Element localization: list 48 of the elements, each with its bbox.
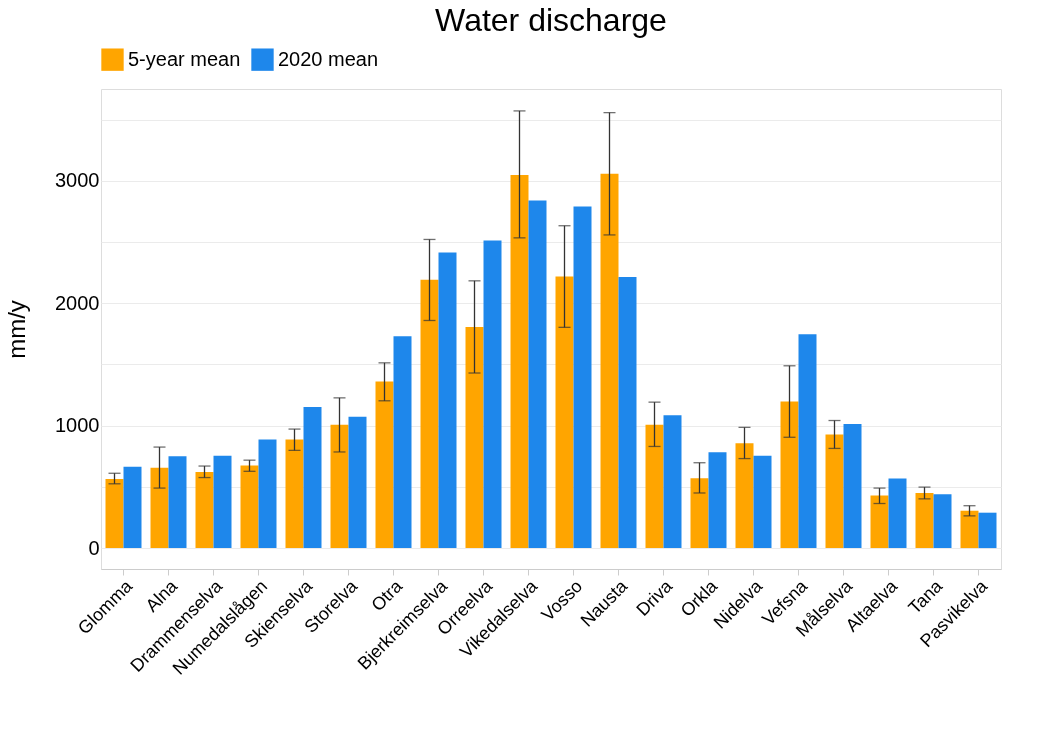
bar bbox=[645, 424, 664, 549]
bar bbox=[330, 424, 349, 549]
bar bbox=[375, 381, 394, 549]
bar bbox=[933, 494, 952, 549]
y-tick-label: 2000 bbox=[55, 291, 100, 314]
bar bbox=[708, 452, 727, 549]
y-tick-label: 0 bbox=[88, 536, 100, 559]
bar bbox=[420, 279, 439, 549]
bar bbox=[348, 416, 367, 549]
bar bbox=[393, 336, 412, 549]
bar bbox=[285, 439, 304, 549]
chart-title: Water discharge bbox=[435, 2, 667, 38]
bar bbox=[195, 472, 214, 549]
bar bbox=[888, 478, 907, 549]
bar bbox=[960, 510, 979, 549]
bar bbox=[123, 466, 142, 549]
bar bbox=[753, 455, 772, 549]
bar bbox=[600, 173, 619, 549]
bar bbox=[483, 240, 502, 549]
legend-label: 5-year mean bbox=[128, 47, 241, 70]
bar bbox=[978, 512, 997, 549]
bar bbox=[168, 456, 187, 549]
bar bbox=[780, 401, 799, 549]
bar bbox=[213, 455, 232, 549]
bar bbox=[240, 465, 259, 549]
bar bbox=[798, 334, 817, 549]
bar bbox=[555, 276, 574, 549]
bar bbox=[438, 252, 457, 549]
y-tick-label: 1000 bbox=[55, 414, 100, 437]
bar bbox=[573, 206, 592, 549]
bar bbox=[510, 174, 529, 549]
bar bbox=[735, 443, 754, 549]
y-axis-title: mm/y bbox=[3, 300, 31, 359]
bar bbox=[528, 200, 547, 549]
bar bbox=[843, 424, 862, 549]
bar bbox=[915, 492, 934, 549]
bar bbox=[150, 467, 169, 549]
bar bbox=[870, 495, 889, 549]
legend-label: 2020 mean bbox=[278, 47, 379, 70]
bar bbox=[465, 327, 484, 549]
bar bbox=[663, 415, 682, 549]
bar bbox=[825, 434, 844, 549]
bar bbox=[258, 439, 277, 549]
bar bbox=[105, 478, 124, 549]
bar bbox=[690, 478, 709, 549]
bar bbox=[303, 407, 322, 549]
y-tick-label: 3000 bbox=[55, 169, 100, 192]
bar bbox=[618, 276, 637, 549]
